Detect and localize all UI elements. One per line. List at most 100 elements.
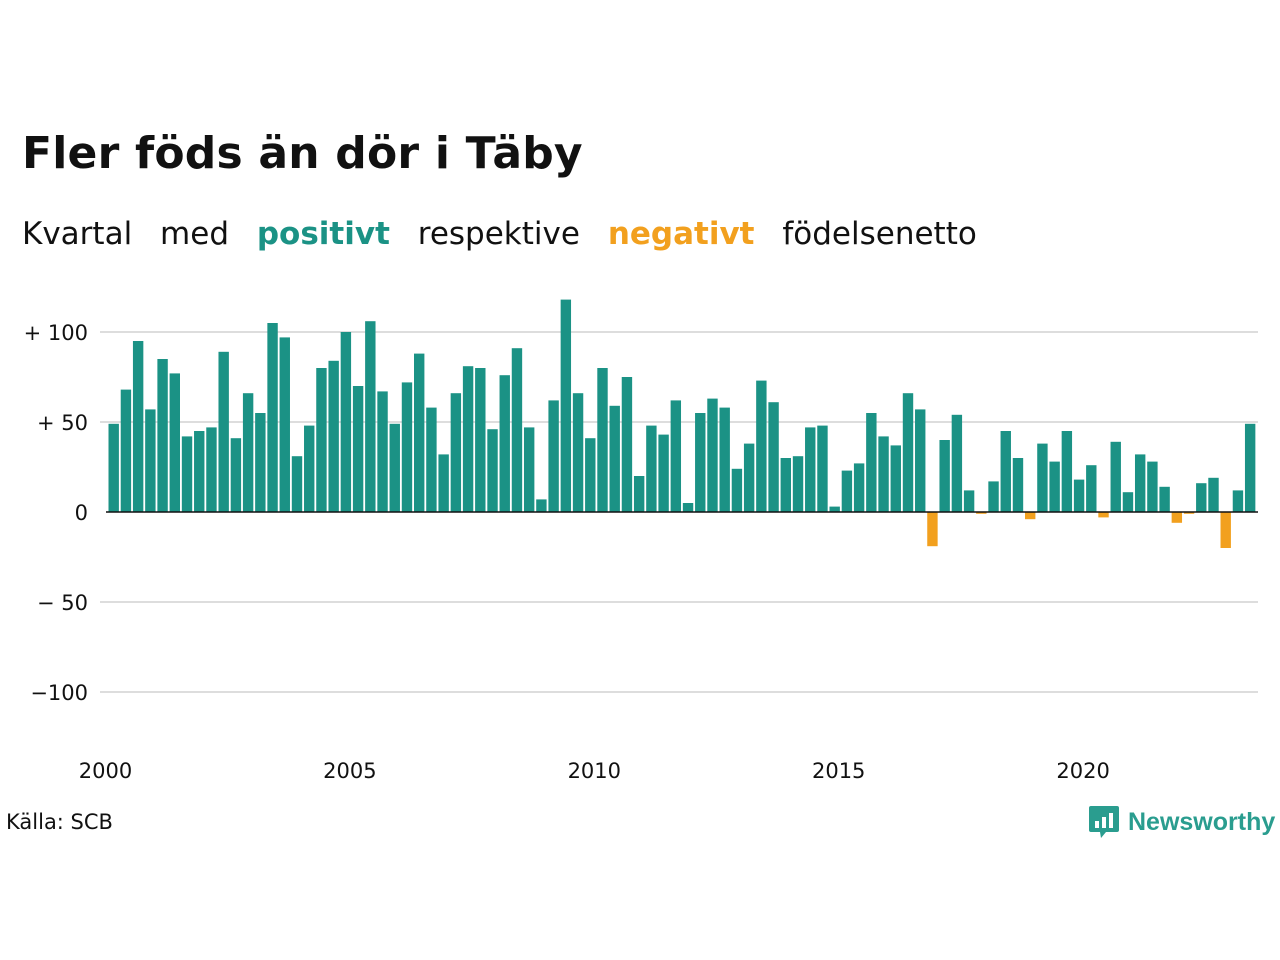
axes: + 100 + 50 0 − 50 −100 2000 2005 2010 2015 2020 (24, 321, 1258, 783)
bar (389, 423, 400, 512)
bar (132, 341, 144, 512)
bar (328, 360, 339, 512)
bar (1086, 465, 1097, 512)
bar (695, 413, 706, 512)
bar (988, 481, 999, 512)
brand-logo[interactable]: Newsworthy (1088, 804, 1275, 840)
x-tick-label: 2020 (1056, 759, 1109, 783)
bar (915, 409, 926, 512)
bar (585, 438, 596, 512)
bar (841, 470, 853, 512)
subtitle-positive-word: positivt (256, 216, 390, 252)
bar (743, 443, 755, 512)
bar (1171, 512, 1183, 523)
bar (230, 438, 242, 512)
bar (1244, 423, 1256, 512)
bar (682, 503, 694, 512)
bar (560, 299, 572, 512)
bar (1073, 479, 1085, 512)
bar (1196, 483, 1207, 512)
bar (976, 512, 987, 514)
bar (365, 321, 376, 512)
subtitle-word-med: med (160, 216, 229, 252)
bar (426, 407, 437, 512)
bar (194, 431, 205, 512)
bar (963, 490, 975, 512)
bar (658, 434, 669, 512)
bar (401, 382, 413, 512)
bar (1012, 458, 1024, 512)
subtitle-word-respektive: respektive (417, 216, 580, 252)
bar (646, 425, 657, 512)
bar (1232, 490, 1244, 512)
bar (866, 413, 877, 512)
bar (621, 377, 633, 512)
y-tick-label: + 50 (37, 411, 88, 435)
bar (939, 440, 950, 512)
bar (462, 366, 474, 512)
bar (829, 506, 840, 512)
bar (316, 368, 327, 512)
bar (670, 400, 682, 512)
bar (1049, 461, 1060, 512)
bar (1220, 512, 1231, 548)
bar (572, 393, 584, 512)
subtitle-negative-word: negativt (607, 216, 755, 252)
bar (1122, 492, 1134, 512)
bar (805, 427, 816, 512)
bar (1037, 443, 1048, 512)
bar (450, 393, 462, 512)
brand-name: Newsworthy (1128, 807, 1276, 836)
bar (731, 468, 743, 512)
y-tick-label: 0 (75, 501, 88, 525)
bar (499, 375, 510, 512)
bar (377, 391, 388, 512)
y-tick-label: − 50 (37, 591, 88, 615)
bar (878, 436, 889, 512)
bar (218, 351, 229, 512)
bar (108, 423, 119, 512)
bar (242, 393, 254, 512)
bar (927, 512, 938, 547)
bar (719, 407, 730, 512)
x-tick-label: 2015 (812, 759, 865, 783)
grid-lines (100, 331, 1258, 693)
bar (291, 456, 303, 512)
bar (145, 409, 156, 512)
bar (1061, 431, 1073, 512)
bar (597, 368, 608, 512)
bar (352, 386, 364, 512)
bar (951, 414, 963, 512)
bar (255, 413, 266, 512)
bar (707, 398, 718, 512)
bar (157, 359, 168, 512)
bar (792, 456, 804, 512)
y-tick-label: + 100 (24, 321, 88, 345)
bar (1000, 431, 1011, 512)
bars (108, 299, 1256, 548)
bar-chart: + 100 + 50 0 − 50 −100 2000 2005 2010 2015 2020 (24, 299, 1258, 783)
y-tick-label: −100 (30, 681, 88, 705)
bar (169, 373, 180, 512)
bar (206, 427, 217, 512)
bar (523, 427, 535, 512)
bar-chart-speech-bubble-icon (1089, 806, 1119, 838)
bar (1159, 486, 1170, 512)
bar (438, 454, 449, 512)
subtitle-word-kvartal: Kvartal (22, 216, 133, 252)
source-note: Källa: SCB (6, 810, 113, 834)
x-tick-label: 2000 (79, 759, 132, 783)
bar (768, 402, 779, 512)
bar (414, 353, 425, 512)
bar (1110, 441, 1121, 512)
bar (181, 436, 193, 512)
bar (304, 425, 315, 512)
bar (279, 337, 290, 512)
bar (633, 476, 645, 512)
subtitle-word-fodelsenetto: födelsenetto (782, 216, 977, 252)
bar (609, 405, 620, 512)
bar (120, 389, 132, 512)
chart-subtitle: Kvartal med positivt respektive negativt… (22, 216, 995, 252)
bar (475, 368, 486, 512)
bar (1025, 512, 1036, 520)
